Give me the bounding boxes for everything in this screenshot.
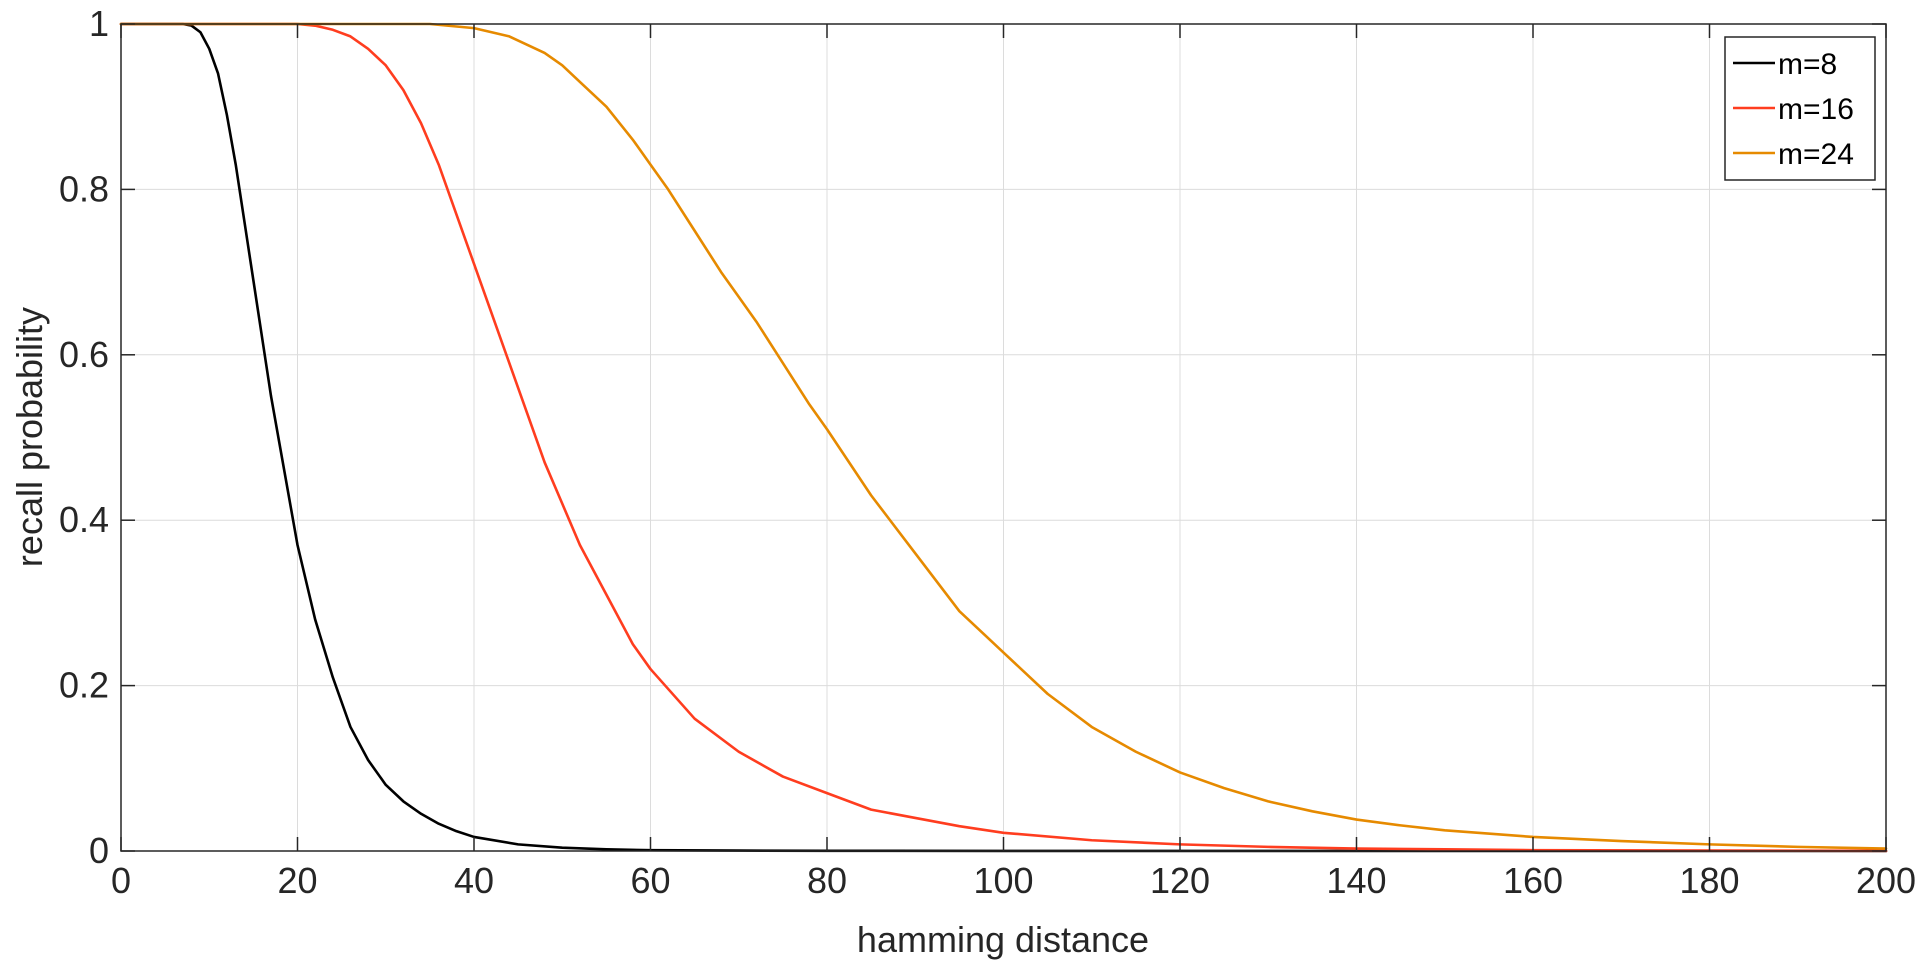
x-tick-label: 200 [1856,860,1916,901]
x-tick-label: 140 [1326,860,1386,901]
axis-ticks [120,23,1887,852]
legend-item: m=24 [1733,138,1854,171]
x-tick-label: 20 [277,860,317,901]
y-tick-label: 1 [89,3,109,44]
y-tick-label: 0.6 [59,334,109,375]
series-line-m-24 [119,22,1888,850]
x-tick-label: 120 [1150,860,1210,901]
x-tick-label: 160 [1503,860,1563,901]
legend-items: m=8 m=16 m=24 [1733,48,1854,171]
y-tick-label: 0.8 [59,168,109,209]
legend: m=8 m=16 m=24 [1724,36,1876,181]
grid-lines [121,24,1886,851]
x-tick-label: 100 [973,860,1033,901]
y-tick-labels: 0 0.2 0.4 0.6 0.8 1 [59,3,109,871]
legend-label: m=8 [1778,48,1837,81]
x-tick-labels: 0 20 40 60 80 100 120 140 160 180 200 [111,860,1916,901]
series-line-m-8 [119,22,1888,853]
x-axis-label: hamming distance [857,919,1149,960]
x-tick-label: 180 [1679,860,1739,901]
x-tick-label: 80 [807,860,847,901]
x-tick-label: 0 [111,860,131,901]
legend-label: m=24 [1778,138,1854,171]
y-axis-label: recall probability [9,307,50,567]
y-tick-label: 0 [89,830,109,871]
legend-label: m=16 [1778,93,1854,126]
legend-item: m=8 [1733,48,1837,81]
legend-item: m=16 [1733,93,1854,126]
y-tick-label: 0.2 [59,665,109,706]
x-tick-label: 40 [454,860,494,901]
y-tick-label: 0.4 [59,499,109,540]
x-tick-label: 60 [630,860,670,901]
